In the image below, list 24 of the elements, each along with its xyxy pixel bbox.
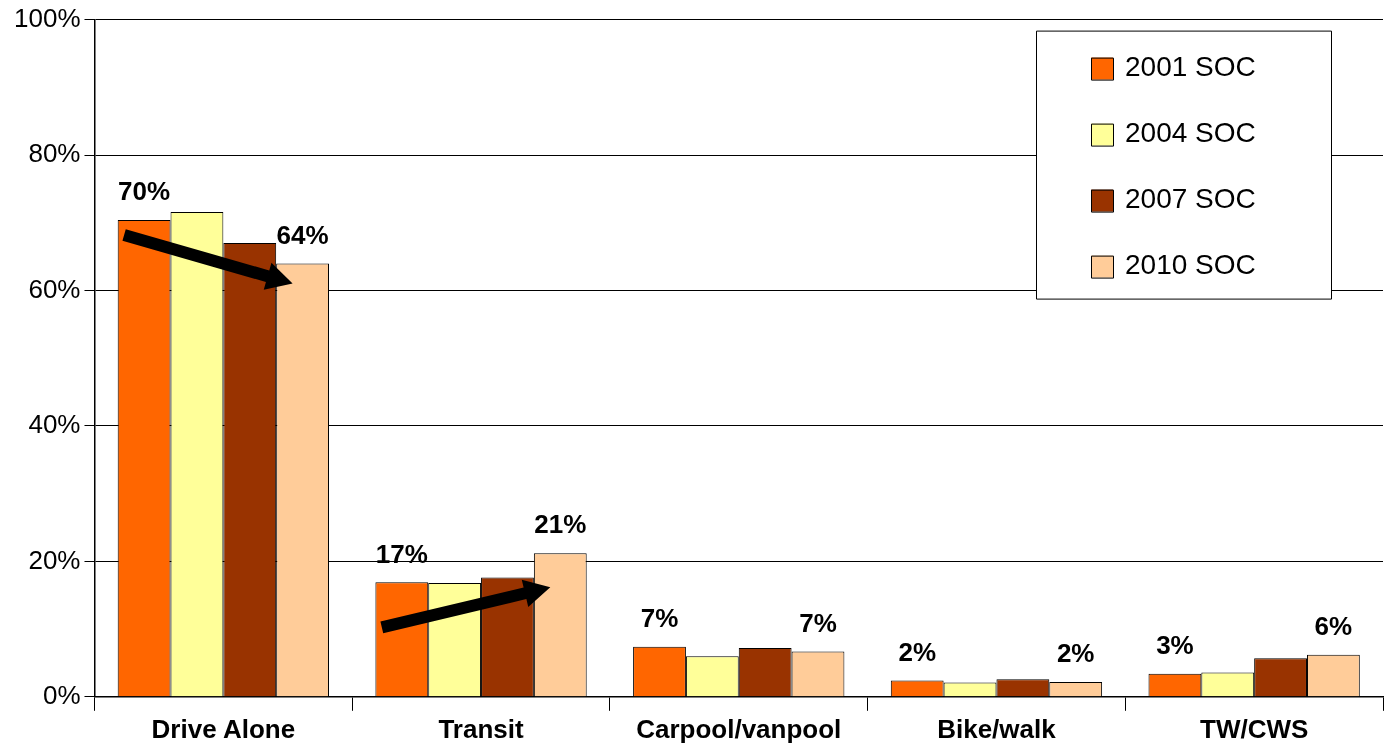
- y-tick-label: 20%: [28, 544, 81, 575]
- y-tick-label: 0%: [42, 679, 81, 710]
- y-tick-label: 80%: [28, 138, 81, 169]
- data-label: 7%: [799, 607, 837, 638]
- data-label: 21%: [534, 509, 587, 540]
- legend-label: 2001 SOC: [1125, 51, 1256, 83]
- y-tick-label: 100%: [14, 2, 81, 33]
- data-label: 2%: [1056, 638, 1095, 669]
- data-label: 2%: [898, 636, 936, 667]
- data-label: 7%: [640, 602, 679, 633]
- legend-label: 2004 SOC: [1125, 117, 1256, 149]
- data-label: 6%: [1314, 610, 1353, 641]
- x-tick-label: Transit: [438, 713, 525, 744]
- y-tick-label: 40%: [28, 409, 81, 440]
- data-label: 3%: [1156, 629, 1194, 660]
- legend-label: 2010 SOC: [1125, 249, 1256, 281]
- x-tick-label: Bike/walk: [937, 713, 1057, 744]
- x-tick-label: Carpool/vanpool: [636, 713, 842, 744]
- x-tick-label: Drive Alone: [151, 713, 296, 744]
- legend-label: 2007 SOC: [1125, 183, 1256, 215]
- x-tick-label: TW/CWS: [1199, 713, 1309, 744]
- data-label: 70%: [118, 176, 171, 207]
- data-label: 64%: [276, 219, 329, 250]
- y-tick-label: 60%: [28, 273, 81, 304]
